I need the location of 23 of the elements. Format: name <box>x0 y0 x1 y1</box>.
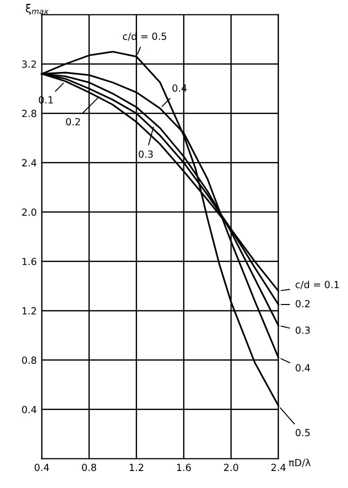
text: 0.5 <box>296 428 310 436</box>
y-tick-label: 1.6 <box>22 258 36 266</box>
x-tick-label: 0.4 <box>34 464 49 472</box>
x-tick-label: 1.6 <box>177 464 191 472</box>
y-tick-label: 3.2 <box>22 60 36 68</box>
x-axis-title: πD/λ <box>288 458 311 468</box>
y-tick-label: 2.4 <box>22 159 36 166</box>
legend-label: c/d = 0.1 <box>296 280 339 289</box>
y-axis-title: ξ$_{max}$ <box>26 4 49 15</box>
y-tick-label: 2.8 <box>22 110 36 118</box>
y-tick-label: 1.2 <box>22 307 36 314</box>
legend-label: 0.2 <box>296 300 310 308</box>
annotation: 0.3 <box>138 150 153 158</box>
series-label: 0.4 <box>296 364 310 372</box>
y-tick-label: 0.4 <box>22 406 36 414</box>
y-tick-label: 2.0 <box>22 208 36 216</box>
x-tick-label: 1.2 <box>130 464 144 471</box>
x-tick-label: 2.0 <box>224 464 238 472</box>
x-tick-label: 0.8 <box>82 464 96 472</box>
annotation: 0.2 <box>66 118 80 126</box>
x-tick-label: 2.4 <box>271 464 286 471</box>
legend-label: 0.3 <box>296 326 310 334</box>
y-tick-label: 0.8 <box>22 356 36 364</box>
